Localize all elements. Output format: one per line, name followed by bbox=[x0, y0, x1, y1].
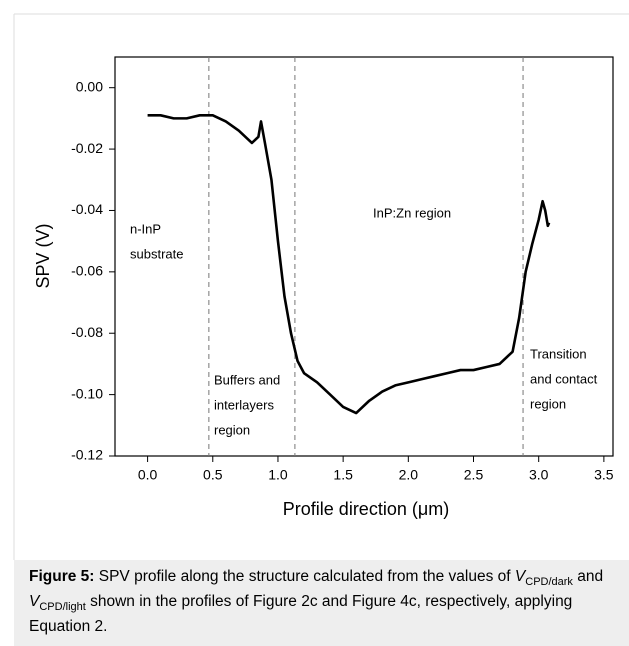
x-tick-label: 2.5 bbox=[464, 467, 484, 483]
y-tick-label: -0.08 bbox=[71, 324, 103, 340]
region-label: interlayers bbox=[214, 397, 274, 412]
caption-text: CPD/dark bbox=[525, 576, 573, 589]
caption-text: V bbox=[514, 568, 526, 585]
caption: Figure 5: SPV profile along the structur… bbox=[14, 560, 629, 646]
y-tick-label: -0.10 bbox=[71, 385, 103, 401]
region-label: and contact bbox=[530, 371, 598, 386]
region-label: Buffers and bbox=[214, 372, 280, 387]
caption-text: and bbox=[572, 568, 604, 585]
chart: Profile direction (μm) SPV (V) 0.0 0.5 1.0… bbox=[13, 13, 629, 560]
x-tick-label: 1.5 bbox=[333, 467, 353, 483]
y-tick-label: -0.06 bbox=[71, 263, 103, 279]
region-label: Transition bbox=[530, 346, 587, 361]
x-tick-label: 1.0 bbox=[268, 467, 288, 483]
x-tick-label: 3.0 bbox=[529, 467, 549, 483]
caption-text: SPV profile along the structure calculat… bbox=[94, 568, 515, 585]
y-tick-label: -0.04 bbox=[71, 201, 103, 217]
x-axis-label: Profile direction (μm) bbox=[283, 499, 449, 519]
caption-text: V bbox=[29, 593, 40, 611]
x-tick-label: 3.5 bbox=[594, 467, 614, 483]
caption-label: Figure 5: bbox=[29, 568, 95, 585]
y-tick-label: 0.00 bbox=[76, 78, 103, 94]
caption-text: CPD/light bbox=[39, 601, 86, 614]
region-label: region bbox=[214, 422, 250, 437]
x-tick-label: 2.0 bbox=[399, 467, 419, 483]
region-label: substrate bbox=[130, 246, 183, 261]
y-axis-label: SPV (V) bbox=[33, 223, 53, 288]
y-tick-label: -0.02 bbox=[71, 140, 103, 156]
data-line bbox=[147, 114, 551, 415]
x-tick-label: 0.5 bbox=[203, 467, 223, 483]
region-label: n-InP bbox=[130, 221, 161, 236]
region-label: region bbox=[530, 396, 566, 411]
plot-frame bbox=[114, 56, 614, 457]
x-tick-label: 0.0 bbox=[138, 467, 158, 483]
y-tick-label: -0.12 bbox=[71, 447, 103, 463]
region-label: InP:Zn region bbox=[373, 205, 451, 220]
caption-text: shown in the profiles of Figure 2c and F… bbox=[29, 593, 573, 636]
